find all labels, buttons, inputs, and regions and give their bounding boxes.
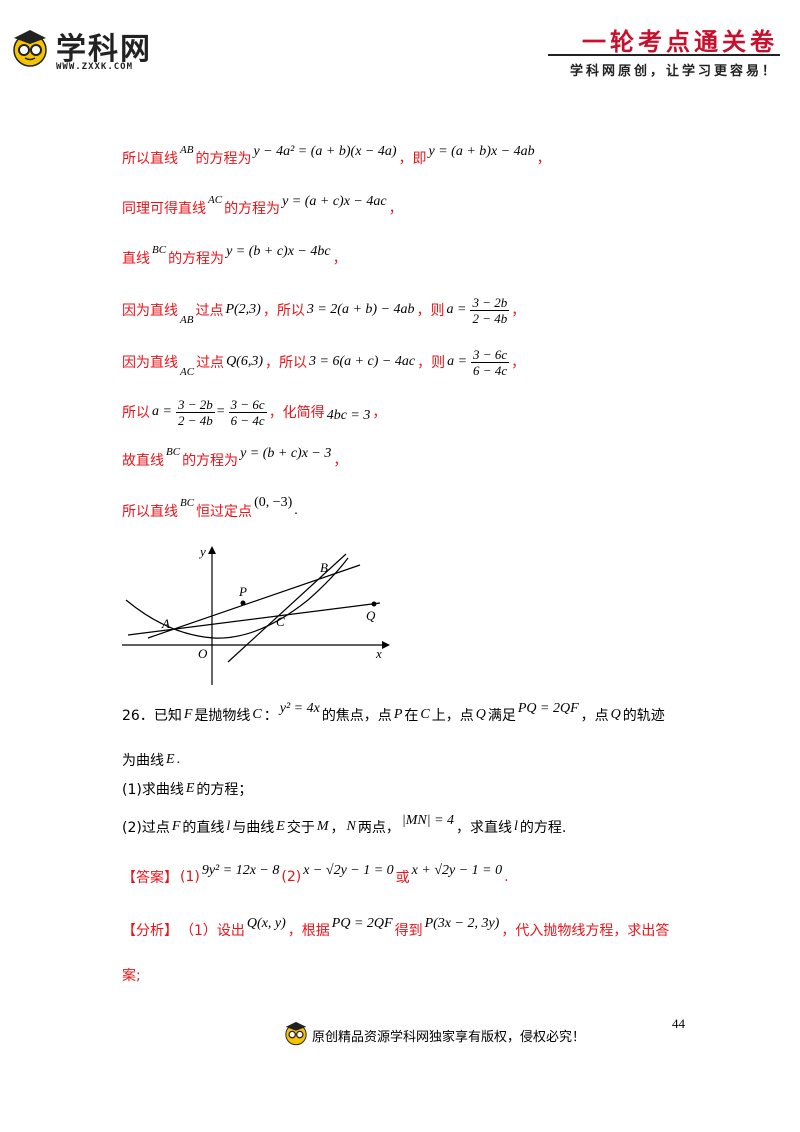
header: 学科网 WWW.ZXXK.COM 一轮考点通关卷 学科网原创，让学习更容易！ (0, 0, 800, 80)
analysis-line-2: 案; (122, 968, 141, 984)
label-o: O (198, 646, 208, 661)
solution-line-1: 所以直线 AB 的方程为 y − 4a² = (a + b)(x − 4a) ，… (122, 144, 551, 167)
logo-text: 学科网 (56, 32, 152, 67)
logo-mascot-icon (13, 30, 47, 67)
label-b: B (320, 560, 328, 575)
point-q (371, 601, 377, 607)
header-title: 一轮考点通关卷 (582, 28, 778, 56)
label-p: P (238, 584, 247, 599)
label-y: y (198, 544, 206, 559)
solution-line-4: 因为直线 AB 过点 P(2,3) ，所以 3 = 2(a + b) − 4ab… (122, 294, 526, 327)
solution-line-2: 同理可得直线 AC 的方程为 y = (a + c)x − 4ac ， (122, 194, 403, 217)
label-a: A (161, 616, 170, 631)
problem-line-1: 26．已知 F 是抛物线 C ： y² = 4x 的焦点，点 P 在 C 上，点… (122, 701, 665, 724)
y-axis-arrow (208, 546, 216, 554)
problem-part-2: (2)过点 F 的直线 l 与曲线 E 交于 M ， N 两点， |MN| = … (122, 813, 567, 836)
parabola-diagram: y x O A B C P Q (122, 544, 390, 685)
fraction: 3 − 6c 6 − 4c (471, 346, 510, 378)
header-rule (548, 54, 780, 56)
point-p (240, 600, 246, 606)
line-ac (127, 602, 381, 636)
x-axis-arrow (382, 641, 390, 649)
page-number: 44 (672, 1016, 685, 1031)
fraction: 3 − 2b 2 − 4b (470, 294, 510, 326)
footer-copyright: 原创精品资源学科网独家享有版权，侵权必究！ (312, 1030, 586, 1045)
solution-line-8: 所以直线 BC 恒过定点 (0, −3) . (122, 495, 298, 520)
answer-tag: 【答案】 (122, 870, 178, 886)
fraction: 3 − 6c 6 − 4c (228, 396, 267, 428)
line-ab (147, 564, 361, 639)
answer-line: 【答案】 (1) 9y² = 12x − 8 (2) x − √2y − 1 =… (122, 863, 509, 886)
solution-line-3: 直线 BC 的方程为 y = (b + c)x − 4bc ， (122, 244, 347, 267)
footer-mascot-icon (285, 1021, 307, 1046)
analysis-tag: 【分析】 (122, 923, 178, 939)
solution-line-5: 因为直线 AC 过点 Q(6,3) ，所以 3 = 6(a + c) − 4ac… (122, 346, 526, 379)
solution-line-6: 所以 a = 3 − 2b 2 − 4b = 3 − 6c 6 − 4c ，化简… (122, 396, 387, 428)
solution-line-7: 故直线 BC 的方程为 y = (b + c)x − 3 ， (122, 446, 348, 469)
problem-part-1: (1)求曲线 E 的方程； (122, 781, 253, 798)
header-slogan: 学科网原创，让学习更容易！ (569, 64, 778, 79)
problem-line-2: 为曲线 E . (122, 752, 181, 769)
fraction: 3 − 2b 2 − 4b (175, 396, 215, 428)
label-x: x (375, 646, 382, 661)
parabola-curve (125, 557, 349, 639)
line-bc (227, 553, 347, 663)
label-q: Q (366, 608, 376, 623)
label-c: C (276, 614, 285, 629)
analysis-line-1: 【分析】 （1）设出 Q(x, y) ，根据 PQ = 2QF 得到 P(3x … (122, 916, 670, 939)
logo-url: WWW.ZXXK.COM (56, 62, 134, 72)
